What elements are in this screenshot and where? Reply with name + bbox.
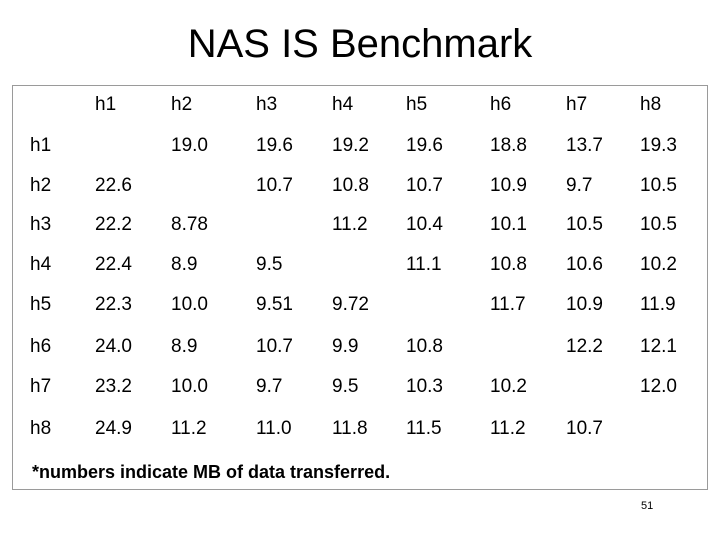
column-header: h2	[171, 94, 193, 115]
slide-title: NAS IS Benchmark	[187, 22, 533, 66]
table-cell: 9.7	[566, 175, 593, 196]
table-cell: 10.7	[256, 336, 293, 357]
table-cell: 9.5	[332, 376, 359, 397]
table-cell: 22.4	[95, 254, 132, 275]
table-cell: 11.8	[332, 418, 368, 439]
row-header: h5	[30, 294, 52, 315]
table-cell: 10.9	[566, 294, 603, 315]
table-cell: 9.72	[332, 294, 369, 315]
table-cell: 10.1	[490, 214, 527, 235]
row-header: h1	[30, 135, 52, 156]
table-cell: 8.9	[171, 336, 198, 357]
table-cell: 11.2	[171, 418, 207, 439]
table-cell: 10.2	[640, 254, 677, 275]
table-cell: 11.7	[490, 294, 526, 315]
row-header: h6	[30, 336, 52, 357]
table-cell: 24.0	[95, 336, 132, 357]
table-cell: 22.6	[95, 175, 132, 196]
table-cell: 10.8	[332, 175, 369, 196]
table-cell: 10.7	[566, 418, 603, 439]
row-header: h8	[30, 418, 52, 439]
row-header: h7	[30, 376, 52, 397]
table-cell: 19.2	[332, 135, 369, 156]
table-cell: 8.9	[171, 254, 198, 275]
table-cell: 10.6	[566, 254, 603, 275]
table-cell: 12.2	[566, 336, 603, 357]
table-cell: 10.0	[171, 294, 208, 315]
table-cell: 18.8	[490, 135, 527, 156]
table-cell: 11.2	[332, 214, 368, 235]
table-cell: 23.2	[95, 376, 132, 397]
benchmark-table	[12, 85, 708, 490]
table-cell: 22.2	[95, 214, 132, 235]
table-cell: 9.5	[256, 254, 283, 275]
column-header: h4	[332, 94, 354, 115]
table-cell: 9.7	[256, 376, 283, 397]
table-cell: 10.3	[406, 376, 443, 397]
page-number: 51	[641, 500, 654, 512]
table-cell: 10.4	[406, 214, 443, 235]
table-cell: 11.5	[406, 418, 442, 439]
row-header: h4	[30, 254, 52, 275]
table-cell: 10.0	[171, 376, 208, 397]
table-cell: 19.0	[171, 135, 208, 156]
table-cell: 11.9	[640, 294, 676, 315]
table-cell: 10.5	[640, 214, 677, 235]
table-cell: 22.3	[95, 294, 132, 315]
table-cell: 10.7	[406, 175, 443, 196]
table-footnote: *numbers indicate MB of data transferred…	[32, 462, 391, 482]
row-header: h2	[30, 175, 52, 196]
table-cell: 11.1	[406, 254, 442, 275]
table-cell: 10.7	[256, 175, 293, 196]
table-cell: 11.0	[256, 418, 292, 439]
table-cell: 12.1	[640, 336, 677, 357]
table-cell: 10.8	[490, 254, 527, 275]
table-cell: 11.2	[490, 418, 526, 439]
table-cell: 19.6	[256, 135, 293, 156]
table-cell: 10.5	[566, 214, 603, 235]
column-header: h3	[256, 94, 278, 115]
table-cell: 10.9	[490, 175, 527, 196]
column-header: h5	[406, 94, 428, 115]
table-cell: 24.9	[95, 418, 132, 439]
column-header: h1	[95, 94, 117, 115]
table-cell: 10.2	[490, 376, 527, 397]
table-cell: 10.5	[640, 175, 677, 196]
row-header: h3	[30, 214, 52, 235]
column-header: h6	[490, 94, 512, 115]
table-cell: 13.7	[566, 135, 603, 156]
column-header: h7	[566, 94, 588, 115]
table-cell: 19.3	[640, 135, 677, 156]
table-cell: 9.9	[332, 336, 359, 357]
table-cell: 8.78	[171, 214, 208, 235]
table-cell: 12.0	[640, 376, 677, 397]
column-header: h8	[640, 94, 662, 115]
table-cell: 19.6	[406, 135, 443, 156]
table-cell: 9.51	[256, 294, 293, 315]
table-cell: 10.8	[406, 336, 443, 357]
